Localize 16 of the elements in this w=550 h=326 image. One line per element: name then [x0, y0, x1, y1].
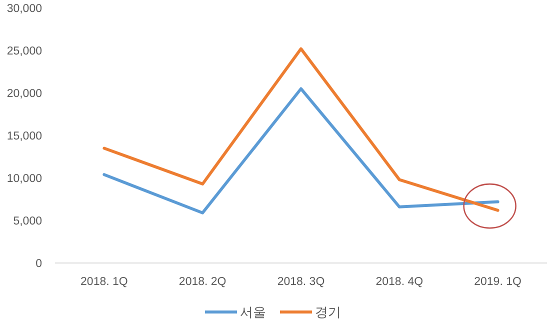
x-tick-label: 2018. 2Q: [178, 276, 226, 288]
line-series: [102, 87, 500, 214]
x-tick-label: 2018. 1Q: [80, 276, 128, 288]
legend-label: 경기: [315, 304, 341, 320]
x-tick-label: 2019. 1Q: [474, 276, 522, 288]
legend-label: 서울: [240, 304, 266, 320]
y-tick-label: 25,000: [6, 46, 42, 58]
y-tick-label: 30,000: [6, 3, 42, 16]
y-tick-label: 15,000: [6, 130, 42, 143]
x-tick-label: 2018. 4Q: [376, 276, 424, 288]
y-tick-label: 0: [36, 258, 42, 270]
line-series: [102, 47, 500, 212]
y-tick-label: 10,000: [6, 173, 42, 186]
y-tick-label: 5,000: [13, 216, 42, 228]
y-tick-label: 20,000: [6, 88, 42, 100]
x-tick-label: 2018. 3Q: [277, 276, 325, 288]
